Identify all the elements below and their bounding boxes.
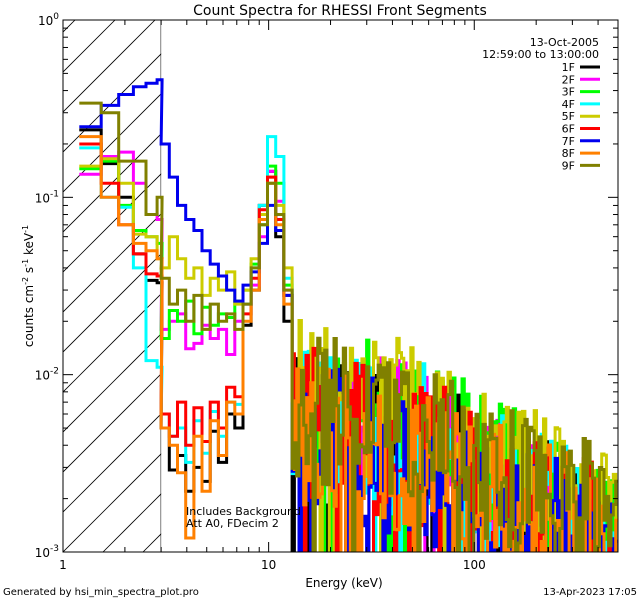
- x-tick-label: 1: [59, 558, 67, 572]
- time-range-label: 12:59:00 to 13:00:00: [482, 48, 599, 61]
- y-tick-label: 10-2: [35, 367, 59, 383]
- annotation-line-2: Att A0, FDecim 2: [186, 517, 279, 530]
- x-tick-label: 10: [261, 558, 276, 572]
- legend-label-7f: 7F: [562, 135, 575, 148]
- hatch-line: [63, 20, 116, 73]
- date-label: 13-Oct-2005: [530, 36, 599, 49]
- hatch-line: [63, 413, 162, 513]
- series-line-8f: [79, 135, 618, 552]
- y-tick-label: 10-1: [35, 189, 59, 205]
- hatch-line: [63, 20, 156, 113]
- hatch-line: [63, 373, 162, 473]
- generated-by-label: Generated by hsi_min_spectra_plot.pro: [3, 587, 199, 598]
- legend-label-8f: 8F: [562, 147, 575, 160]
- hatch-line: [63, 173, 162, 273]
- legend-label-1f: 1F: [562, 61, 575, 74]
- timestamp-label: 13-Apr-2023 17:05: [543, 587, 637, 598]
- plot-frame: [62, 19, 619, 553]
- y-tick-label: 100: [38, 12, 59, 28]
- chart-title: Count Spectra for RHESSI Front Segments: [193, 3, 487, 19]
- axes: 1 10 100 100 10-1 10-2 10-3: [35, 12, 619, 572]
- y-tick-label: 10-3: [35, 544, 59, 560]
- legend-label-2f: 2F: [562, 73, 575, 86]
- series-layer: [79, 78, 618, 552]
- series-line-9f: [79, 101, 618, 552]
- y-axis-label: counts cm-2 s-1 keV-1: [21, 225, 36, 347]
- annotation-line-1: Includes Background: [186, 505, 301, 518]
- legend-label-6f: 6F: [562, 123, 575, 136]
- hatched-region: [63, 20, 162, 552]
- x-axis-label: Energy (keV): [305, 576, 382, 590]
- legend-label-9f: 9F: [562, 159, 575, 172]
- legend-label-5f: 5F: [562, 110, 575, 123]
- legend-label-3f: 3F: [562, 86, 575, 99]
- legend-label-4f: 4F: [562, 98, 575, 111]
- hatch-line: [63, 213, 162, 313]
- x-tick-label: 100: [463, 558, 486, 572]
